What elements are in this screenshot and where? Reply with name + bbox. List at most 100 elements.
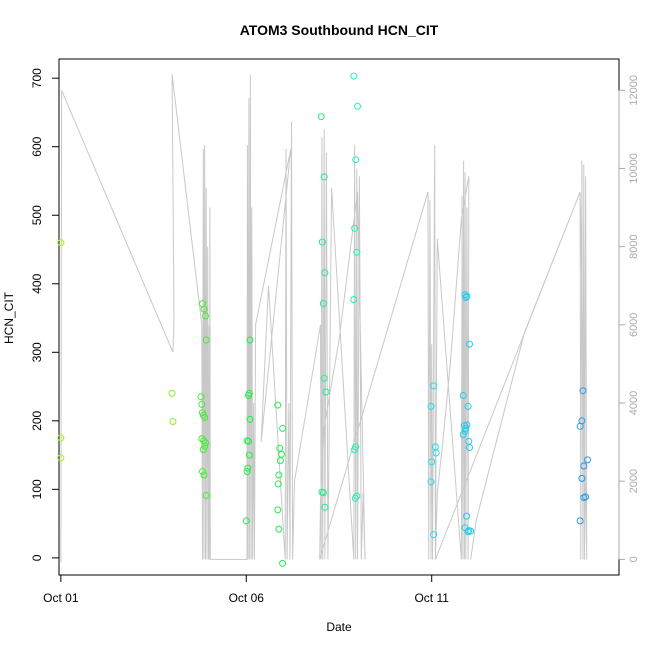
data-point bbox=[200, 305, 208, 313]
scatter-series bbox=[274, 401, 287, 567]
data-point bbox=[459, 392, 467, 399]
y-tick-label: 200 bbox=[30, 410, 44, 430]
data-point bbox=[353, 248, 361, 256]
data-point bbox=[57, 454, 65, 462]
y-tick-label: 500 bbox=[30, 205, 44, 225]
data-point bbox=[350, 296, 358, 303]
data-point bbox=[245, 392, 252, 399]
data-point bbox=[276, 457, 284, 465]
scatter-series bbox=[350, 72, 361, 502]
scatter-series bbox=[242, 336, 254, 525]
data-point bbox=[580, 494, 588, 502]
data-point bbox=[351, 494, 359, 502]
data-point bbox=[427, 478, 435, 486]
data-point bbox=[318, 238, 326, 246]
data-point bbox=[202, 312, 209, 320]
data-point bbox=[459, 431, 467, 438]
data-point bbox=[245, 451, 253, 459]
data-point bbox=[275, 471, 283, 479]
data-point bbox=[199, 468, 206, 475]
y2-tick-label: 12000 bbox=[628, 75, 640, 106]
data-point bbox=[274, 401, 282, 409]
data-point bbox=[466, 444, 473, 451]
data-point bbox=[201, 413, 209, 421]
data-point bbox=[202, 336, 210, 344]
x-tick-label: Oct 06 bbox=[229, 591, 265, 605]
data-point bbox=[246, 415, 254, 423]
data-point bbox=[198, 435, 206, 443]
y-axis-title: HCN_CIT bbox=[2, 291, 16, 344]
data-point bbox=[202, 439, 209, 447]
data-point bbox=[463, 292, 471, 300]
scatter-series bbox=[168, 389, 177, 425]
data-point bbox=[462, 424, 470, 432]
data-point bbox=[200, 471, 208, 479]
chart-title: ATOM3 Southbound HCN_CIT bbox=[240, 22, 439, 38]
data-point bbox=[427, 402, 435, 410]
data-point bbox=[461, 291, 469, 299]
data-point bbox=[244, 464, 252, 472]
data-point bbox=[168, 389, 176, 397]
y-tick-label: 400 bbox=[30, 273, 44, 293]
data-point bbox=[321, 269, 329, 277]
data-point bbox=[350, 72, 358, 80]
data-point bbox=[322, 388, 330, 396]
data-point bbox=[57, 239, 65, 247]
y-tick-label: 600 bbox=[30, 136, 44, 156]
data-point bbox=[197, 393, 205, 401]
data-point bbox=[320, 374, 328, 382]
data-point bbox=[430, 382, 438, 390]
data-point bbox=[319, 489, 327, 497]
data-point bbox=[578, 474, 586, 482]
x-tick-label: Oct 01 bbox=[43, 591, 79, 605]
data-point bbox=[428, 458, 436, 466]
data-point bbox=[274, 506, 282, 514]
data-point bbox=[466, 340, 473, 348]
scatter-series bbox=[197, 300, 210, 499]
y2-tick-label: 4000 bbox=[628, 391, 640, 415]
data-point bbox=[321, 503, 329, 511]
secondary-series-line bbox=[60, 74, 588, 563]
scatter-series bbox=[576, 387, 591, 525]
data-point bbox=[274, 480, 282, 488]
data-point bbox=[463, 421, 471, 429]
y2-tick-label: 2000 bbox=[628, 469, 640, 493]
y2-tick-label: 6000 bbox=[628, 313, 640, 337]
data-point bbox=[580, 462, 588, 470]
y-tick-label: 0 bbox=[30, 554, 44, 561]
data-point bbox=[463, 512, 471, 520]
scatter-series bbox=[57, 239, 65, 462]
y-axis: 0 100 200 300 400 500 600 700 bbox=[30, 68, 60, 561]
data-point bbox=[353, 492, 361, 500]
data-point bbox=[432, 449, 440, 457]
data-point bbox=[276, 444, 284, 452]
data-point bbox=[201, 442, 209, 450]
data-point bbox=[169, 418, 177, 425]
data-point bbox=[351, 224, 359, 232]
data-point bbox=[275, 525, 283, 533]
y2-tick-label: 10000 bbox=[628, 153, 640, 184]
y-tick-label: 700 bbox=[30, 68, 44, 88]
y-tick-label: 100 bbox=[30, 479, 44, 499]
secondary-line-layer bbox=[60, 74, 588, 563]
data-point bbox=[245, 437, 252, 445]
data-point bbox=[464, 402, 472, 410]
data-point bbox=[246, 336, 254, 344]
data-point bbox=[242, 517, 250, 525]
scatter-series bbox=[317, 113, 330, 511]
data-point bbox=[198, 400, 206, 408]
y2-tick-label: 8000 bbox=[628, 234, 640, 258]
data-point bbox=[278, 450, 285, 458]
data-point bbox=[354, 102, 361, 110]
data-point bbox=[279, 424, 287, 432]
data-point bbox=[351, 446, 359, 454]
x-axis-title: Date bbox=[326, 620, 352, 634]
scatter-series bbox=[459, 291, 475, 536]
scatter-series bbox=[427, 382, 440, 539]
data-point bbox=[584, 456, 591, 464]
data-point bbox=[320, 173, 328, 181]
data-point bbox=[430, 531, 438, 539]
data-point bbox=[243, 468, 251, 475]
data-point bbox=[202, 492, 210, 499]
